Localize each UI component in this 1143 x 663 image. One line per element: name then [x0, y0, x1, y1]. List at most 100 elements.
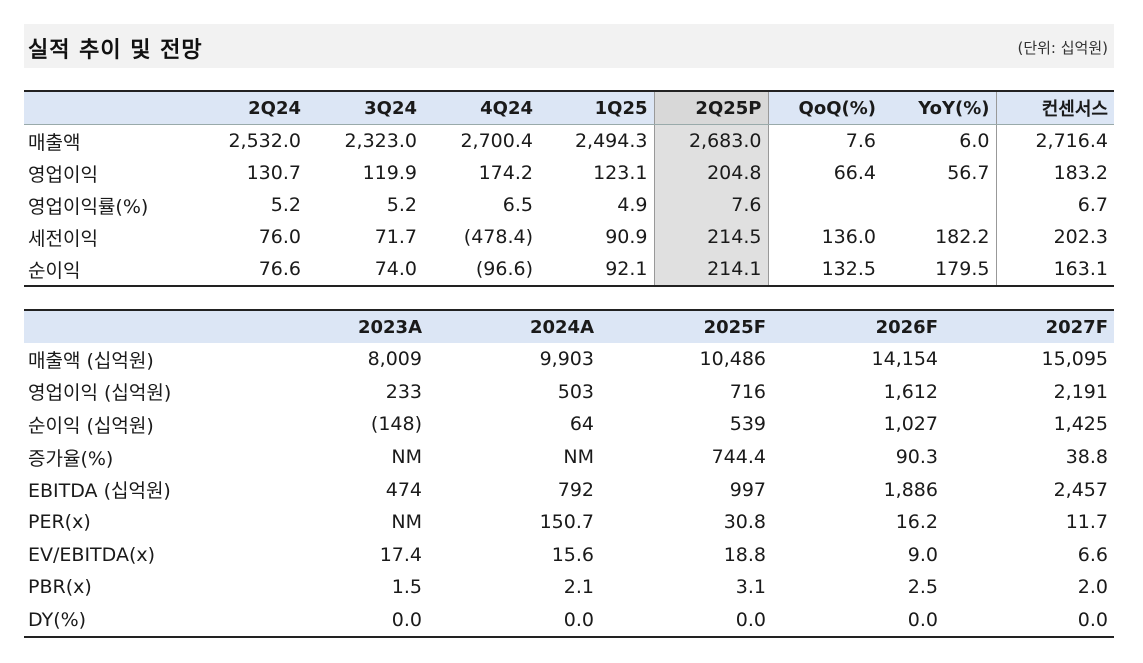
table-row: EBITDA (십억원) 474 792 997 1,886 2,457	[24, 473, 1114, 506]
table-row: 순이익 76.6 74.0 (96.6) 92.1 214.1 132.5 17…	[24, 253, 1114, 286]
table-cell: 15,095	[1041, 348, 1108, 371]
table-row: 세전이익 76.0 71.7 (478.4) 90.9 214.5 136.0 …	[24, 221, 1114, 253]
header-cell: QoQ(%)	[768, 91, 882, 125]
row-label: 영업이익	[28, 163, 98, 186]
unit-label: (단위: 십억원)	[1017, 39, 1108, 57]
table-cell: 56.7	[947, 162, 990, 184]
table-cell: 76.6	[258, 258, 301, 280]
table-cell: 6.0	[959, 130, 990, 152]
table-row: 영업이익 130.7 119.9 174.2 123.1 204.8 66.4 …	[24, 157, 1114, 189]
table-cell: 8,009	[367, 348, 422, 371]
table-cell: 9.0	[907, 543, 938, 566]
table-cell: 0.0	[1077, 609, 1108, 632]
row-label: 영업이익률(%)	[28, 195, 149, 218]
header-cell: 4Q24	[423, 91, 539, 125]
table-cell: 744.4	[711, 446, 766, 469]
table-cell: 202.3	[995, 221, 1114, 253]
header-cell: 1Q25	[539, 91, 654, 125]
table-cell: 11.7	[1065, 511, 1108, 534]
table-cell: 1,027	[883, 413, 938, 436]
row-label: 증가율(%)	[28, 447, 114, 470]
table-cell: NM	[391, 511, 422, 534]
table-row: 영업이익률(%) 5.2 5.2 6.5 4.9 7.6 6.7	[24, 189, 1114, 221]
table-cell: 132.5	[821, 258, 876, 280]
row-label: EV/EBITDA(x)	[28, 543, 156, 566]
table-row: 매출액 2,532.0 2,323.0 2,700.4 2,494.3 2,68…	[24, 124, 1114, 157]
table-cell: 66.4	[833, 162, 876, 184]
table-cell: 74.0	[374, 258, 417, 280]
table-cell: 64	[569, 413, 594, 436]
header-cell-empty	[24, 91, 194, 125]
table-row: 증가율(%) NM NM 744.4 90.3 38.8	[24, 441, 1114, 474]
table-cell: 136.0	[821, 226, 876, 248]
table-cell: 38.8	[1065, 446, 1108, 469]
table-cell: (148)	[370, 413, 422, 436]
header-cell: YoY(%)	[882, 91, 996, 125]
table-row: 순이익 (십억원) (148) 64 539 1,027 1,425	[24, 408, 1114, 441]
header-cell: 2025F	[703, 316, 766, 338]
table-cell: 3.1	[735, 576, 766, 599]
page-title: 실적 추이 및 전망	[28, 38, 203, 63]
table-cell: 18.8	[723, 543, 766, 566]
table-cell: 1,612	[883, 380, 938, 403]
table-row: 영업이익 (십억원) 233 503 716 1,612 2,191	[24, 376, 1114, 409]
table-cell: 130.7	[246, 162, 301, 184]
header-cell-empty	[24, 310, 256, 343]
table-cell: 7.6	[845, 130, 876, 152]
table-cell-highlight: 214.1	[653, 253, 769, 286]
table-cell: 76.0	[258, 226, 301, 248]
row-label: 세전이익	[28, 227, 98, 250]
row-label: 영업이익 (십억원)	[28, 382, 172, 405]
row-label: DY(%)	[28, 609, 87, 632]
row-label: 매출액 (십억원)	[28, 349, 154, 372]
quarterly-header-row: 2Q24 3Q24 4Q24 1Q25 2Q25P QoQ(%) YoY(%) …	[24, 91, 1114, 125]
table-cell: 6.5	[502, 194, 533, 216]
table-cell: 9,903	[539, 348, 594, 371]
table-cell: 119.9	[362, 162, 417, 184]
table-cell: NM	[563, 446, 594, 469]
table-cell: 716	[729, 380, 766, 403]
table-cell: 474	[385, 478, 422, 501]
table-cell: 6.6	[1077, 543, 1108, 566]
table-cell	[882, 189, 996, 221]
table-row: 매출액 (십억원) 8,009 9,903 10,486 14,154 15,0…	[24, 343, 1114, 376]
table-cell: 2.1	[563, 576, 594, 599]
table-cell: 16.2	[895, 511, 938, 534]
table-cell-highlight: 7.6	[653, 189, 769, 221]
table-cell: 503	[557, 380, 594, 403]
header-cell: 2024A	[529, 316, 594, 338]
table-cell: 179.5	[935, 258, 990, 280]
table-cell: 1.5	[391, 576, 422, 599]
table-cell: 17.4	[379, 543, 422, 566]
table-cell: 163.1	[995, 253, 1114, 286]
row-label: 순이익	[28, 259, 81, 282]
header-cell: 3Q24	[307, 91, 423, 125]
quarterly-table: 2Q24 3Q24 4Q24 1Q25 2Q25P QoQ(%) YoY(%) …	[24, 90, 1114, 287]
annual-header-row: 2023A 2024A 2025F 2026F 2027F	[24, 310, 1114, 343]
table-cell: NM	[391, 446, 422, 469]
table-cell: 2.5	[907, 576, 938, 599]
table-cell: 174.2	[478, 162, 533, 184]
table-cell: 150.7	[539, 511, 594, 534]
table-cell-highlight: 204.8	[653, 157, 769, 189]
table-cell: 0.0	[391, 609, 422, 632]
table-cell: 0.0	[907, 609, 938, 632]
table-cell: 2.0	[1077, 576, 1108, 599]
header-cell: 2Q24	[194, 91, 307, 125]
table-cell: 2,191	[1053, 380, 1108, 403]
table-cell-highlight: 214.5	[653, 221, 769, 253]
table-cell: 2,494.3	[574, 130, 648, 152]
header-cell-highlight: 2Q25P	[653, 91, 769, 125]
table-cell: 92.1	[605, 258, 648, 280]
table-cell: 15.6	[551, 543, 594, 566]
table-cell: 1,886	[883, 478, 938, 501]
table-cell: 2,716.4	[995, 124, 1114, 157]
table-cell: (96.6)	[475, 258, 533, 280]
table-row: PBR(x) 1.5 2.1 3.1 2.5 2.0	[24, 571, 1114, 604]
table-cell: 0.0	[735, 609, 766, 632]
table-cell: 1,425	[1053, 413, 1108, 436]
table-cell: (478.4)	[463, 226, 533, 248]
table-cell-highlight: 2,683.0	[653, 124, 769, 157]
table-cell: 792	[557, 478, 594, 501]
row-label: PBR(x)	[28, 576, 92, 599]
